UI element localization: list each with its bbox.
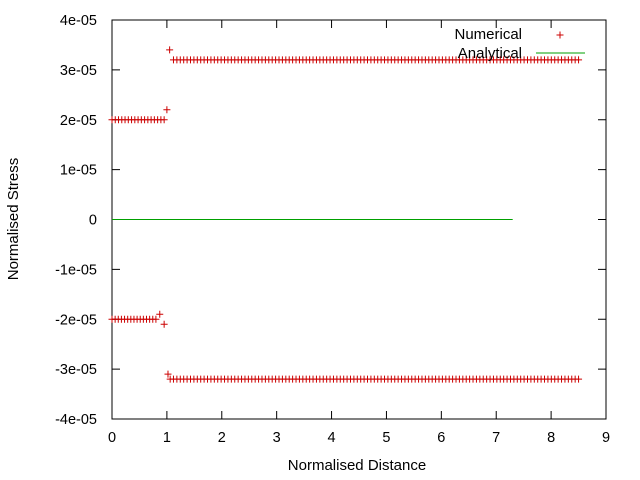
y-tick-label: -1e-05 [55,262,97,278]
tick-labels: 0 1 2 3 4 5 6 7 8 9 -4e-05 -3e-05 -2e-05 -1e-05 0 1e-05… [55,13,610,446]
x-tick-label: 1 [163,430,171,446]
numerical-point [152,315,160,323]
x-tick-label: 3 [273,430,281,446]
numerical-point [160,320,168,328]
y-tick-label: -2e-05 [55,312,97,328]
numerical-point [156,310,164,318]
numerical-point [166,46,174,54]
legend-label-numerical: Numerical [454,26,522,43]
numerical-point [575,56,583,64]
x-tick-label: 9 [602,430,610,446]
numerical-point [166,375,174,383]
numerical-point [160,116,168,124]
legend-marker-numerical [556,31,564,39]
y-tick-label: 3e-05 [60,63,97,79]
legend-plus-marker [556,31,564,39]
numerical-point [164,370,172,378]
y-tick-label: -4e-05 [55,412,97,428]
y-tick-label: -3e-05 [55,362,97,378]
numerical-point [163,106,171,114]
x-tick-label: 5 [382,430,390,446]
x-tick-label: 0 [108,430,116,446]
numerical-point [575,375,583,383]
x-axis-label: Normalised Distance [288,457,426,474]
y-tick-label: 0 [89,213,97,229]
y-tick-label: 4e-05 [60,13,97,29]
y-tick-label: 2e-05 [60,113,97,129]
x-tick-label: 8 [547,430,555,446]
y-axis-label: Normalised Stress [5,158,22,281]
y-tick-label: 1e-05 [60,163,97,179]
legend-label-analytical: Analytical [458,45,522,62]
axis-ticks [111,19,607,420]
x-tick-label: 2 [218,430,226,446]
x-tick-label: 4 [328,430,336,446]
x-tick-label: 7 [492,430,500,446]
legend: Numerical Analytical [454,26,585,62]
series-numerical [108,46,583,383]
x-tick-label: 6 [437,430,445,446]
